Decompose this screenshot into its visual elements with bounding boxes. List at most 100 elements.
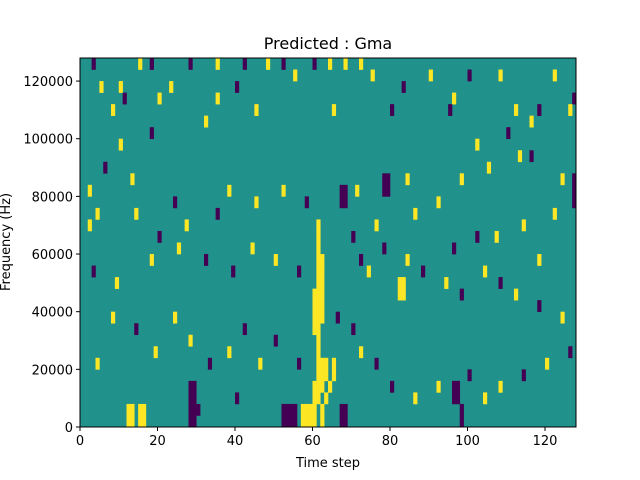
- heatmap-cell: [397, 277, 402, 284]
- heatmap-cell: [328, 386, 333, 393]
- heatmap-cell: [328, 58, 333, 65]
- heatmap-cell: [316, 357, 321, 364]
- heatmap-cell: [370, 69, 375, 76]
- heatmap-cell: [343, 415, 348, 422]
- y-tick-label: 80000: [32, 190, 73, 205]
- heatmap-cell: [343, 403, 348, 411]
- heatmap-cell: [149, 254, 154, 261]
- heatmap-cell: [130, 421, 135, 428]
- heatmap-cell: [529, 156, 534, 163]
- heatmap-cell: [312, 300, 317, 307]
- heatmap-cell: [521, 369, 526, 376]
- heatmap-cell: [320, 317, 325, 324]
- heatmap-cell: [281, 184, 286, 191]
- heatmap-cell: [169, 81, 174, 88]
- heatmap-cell: [320, 415, 325, 422]
- heatmap-cell: [149, 63, 154, 70]
- heatmap-cell: [312, 421, 317, 428]
- heatmap-cell: [459, 294, 464, 301]
- heatmap-cell: [397, 288, 402, 295]
- heatmap-cell: [297, 265, 302, 272]
- heatmap-cell: [134, 323, 139, 330]
- heatmap-cell: [304, 421, 309, 428]
- heatmap-cell: [130, 173, 135, 180]
- heatmap-cell: [103, 167, 108, 174]
- heatmap-cell: [300, 409, 306, 416]
- heatmap-cell: [188, 415, 193, 422]
- heatmap-cell: [459, 403, 464, 411]
- heatmap-cell: [138, 403, 143, 411]
- heatmap-cell: [498, 380, 503, 387]
- heatmap-cell: [173, 317, 178, 324]
- heatmap-cell: [149, 132, 154, 140]
- heatmap-cell: [134, 213, 139, 220]
- heatmap-cell: [312, 409, 317, 416]
- heatmap-cell: [552, 213, 557, 220]
- heatmap-cell: [149, 259, 154, 266]
- heatmap-cell: [312, 415, 317, 422]
- heatmap-cell: [308, 409, 313, 416]
- heatmap-cell: [343, 409, 348, 416]
- heatmap-cell: [142, 403, 147, 411]
- heatmap-cell: [436, 196, 441, 203]
- heatmap-cell: [413, 398, 418, 405]
- heatmap-cell: [452, 398, 457, 405]
- heatmap-cell: [359, 346, 364, 353]
- heatmap-cell: [506, 127, 511, 134]
- heatmap-cell: [316, 346, 321, 353]
- heatmap-cell: [467, 69, 472, 76]
- heatmap-cell: [521, 375, 526, 382]
- y-tick-label: 40000: [32, 306, 73, 321]
- heatmap-cell: [207, 357, 213, 364]
- y-axis-ticks: 0 20000 40000 60000 80000 100000 120000: [23, 75, 80, 436]
- heatmap-cells: [87, 58, 577, 428]
- heatmap-cell: [281, 415, 286, 422]
- heatmap-cell: [169, 86, 174, 93]
- heatmap-cell: [192, 409, 197, 416]
- heatmap-cell: [188, 421, 193, 428]
- heatmap-cell: [215, 58, 220, 65]
- heatmap-cell: [293, 415, 298, 422]
- heatmap-cell: [316, 375, 321, 382]
- heatmap-cell: [316, 230, 321, 238]
- heatmap-cell: [355, 184, 360, 191]
- heatmap-cell: [130, 179, 135, 186]
- heatmap-cell: [173, 196, 178, 203]
- heatmap-cell: [149, 58, 154, 65]
- heatmap-cell: [312, 317, 317, 324]
- heatmap-cell: [498, 282, 503, 289]
- heatmap-cell: [176, 248, 182, 255]
- heatmap-cell: [312, 305, 317, 312]
- heatmap-cell: [281, 63, 286, 70]
- heatmap-cell: [126, 415, 131, 422]
- heatmap-cell: [455, 380, 461, 387]
- heatmap-cell: [320, 369, 325, 376]
- heatmap-cell: [568, 346, 573, 353]
- heatmap-cell: [343, 202, 348, 209]
- heatmap-cell: [339, 409, 344, 416]
- heatmap-cell: [297, 363, 302, 370]
- heatmap-cell: [572, 98, 577, 105]
- heatmap-cell: [537, 254, 542, 261]
- heatmap-cell: [545, 357, 550, 364]
- heatmap-cell: [316, 242, 321, 249]
- heatmap-cell: [560, 317, 565, 324]
- heatmap-cell: [91, 271, 96, 278]
- heatmap-cell: [568, 109, 573, 116]
- heatmap-cell: [242, 63, 247, 70]
- heatmap-cell: [401, 86, 406, 93]
- heatmap-cell: [204, 254, 209, 261]
- heatmap-cell: [537, 104, 542, 111]
- plot-area: [79, 57, 577, 428]
- heatmap-cell: [359, 58, 364, 65]
- heatmap-cell: [320, 380, 325, 387]
- heatmap-cell: [215, 92, 220, 99]
- heatmap-cell: [250, 242, 255, 249]
- heatmap-cell: [258, 363, 263, 370]
- heatmap-cell: [235, 392, 240, 399]
- heatmap-cell: [324, 369, 329, 376]
- heatmap-cell: [359, 254, 364, 261]
- heatmap-cell: [475, 138, 480, 145]
- heatmap-cell: [227, 190, 232, 197]
- heatmap-cell: [293, 75, 298, 82]
